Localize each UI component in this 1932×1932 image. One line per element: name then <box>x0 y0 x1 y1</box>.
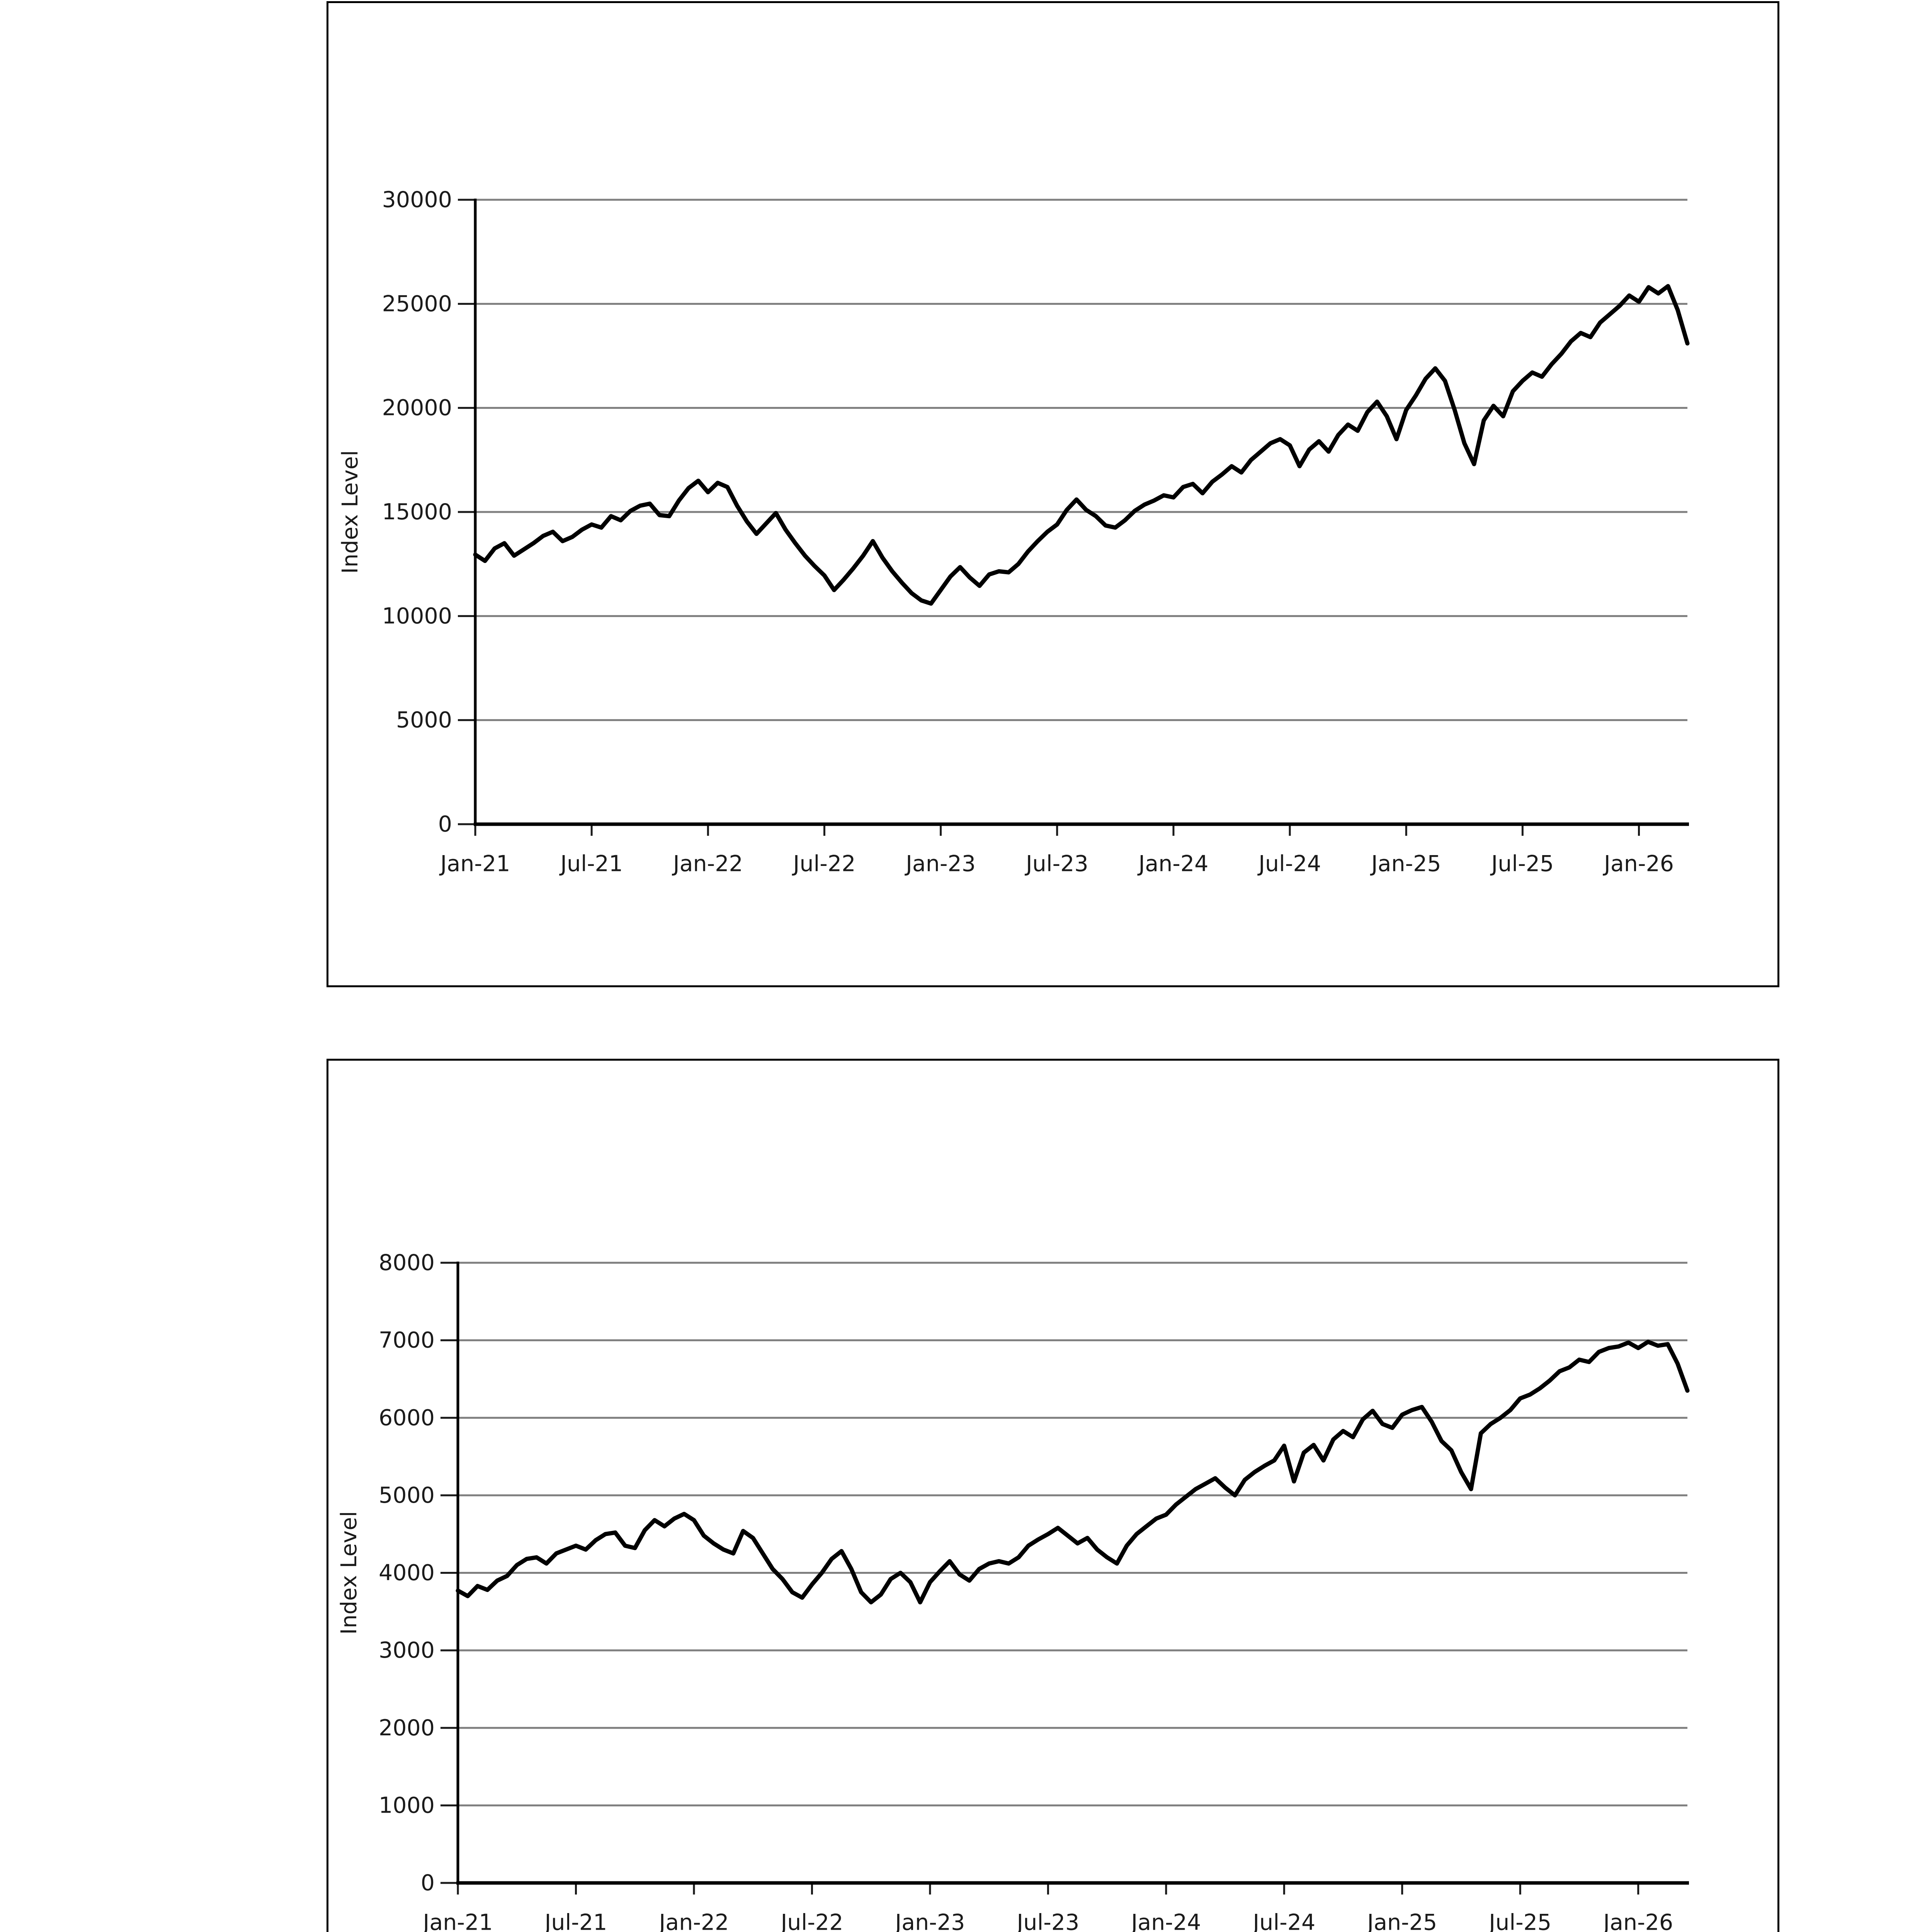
top-chart-panel: 0 5000 10000 15000 20000 25000 30000 Jan-21 Jul-… <box>327 1 1779 987</box>
y-tick-label: 6000 <box>379 1405 435 1430</box>
y-axis-title: Index Level <box>338 450 363 574</box>
index-series-line <box>456 1340 1690 1605</box>
y-axis-title: Index Level <box>337 1511 362 1635</box>
x-tick-label: Jul-23 <box>1015 1910 1079 1932</box>
x-tick-label: Jan-26 <box>1603 851 1674 877</box>
y-tick-label: 2000 <box>379 1715 435 1741</box>
x-tick-label: Jan-21 <box>422 1910 493 1932</box>
x-tick-label: Jan-21 <box>439 851 510 877</box>
x-tick-label: Jul-23 <box>1025 851 1088 877</box>
y-tick-label: 20000 <box>382 395 452 421</box>
y-tick-label: 30000 <box>382 187 452 213</box>
y-tick-label: 5000 <box>379 1483 435 1508</box>
y-tick-label: 8000 <box>379 1250 435 1276</box>
x-tick-label: Jul-21 <box>544 1910 607 1932</box>
x-tick-label: Jul-21 <box>559 851 623 877</box>
x-tick-label: Jan-22 <box>658 1910 729 1932</box>
y-tick-label: 4000 <box>379 1560 435 1586</box>
index-level-chart-top: 0 5000 10000 15000 20000 25000 30000 Jan-21 Jul-… <box>338 187 1690 877</box>
y-tick-label: 1000 <box>379 1793 435 1818</box>
x-tick-label: Jan-22 <box>672 851 743 877</box>
index-level-chart-bottom: 0 1000 2000 3000 4000 5000 6000 7000 8000 Jan-21 J… <box>337 1250 1690 1932</box>
index-series-line <box>473 284 1690 606</box>
y-tick-label: 25000 <box>382 291 452 316</box>
y-tick-label: 10000 <box>382 603 452 629</box>
x-tick-label: Jul-22 <box>779 1910 843 1932</box>
x-tick-label: Jul-24 <box>1257 851 1321 877</box>
x-tick-label: Jan-24 <box>1130 1910 1201 1932</box>
y-tick-label: 3000 <box>379 1638 435 1663</box>
y-tick-label: 5000 <box>396 707 452 733</box>
x-tick-label: Jul-24 <box>1252 1910 1315 1932</box>
x-tick-label: Jan-25 <box>1366 1910 1437 1932</box>
x-tick-label: Jan-23 <box>894 1910 965 1932</box>
x-tick-label: Jan-26 <box>1602 1910 1673 1932</box>
x-tick-label: Jan-23 <box>905 851 976 877</box>
x-tick-label: Jul-25 <box>1490 851 1554 877</box>
x-tick-label: Jan-24 <box>1137 851 1208 877</box>
x-tick-label: Jan-25 <box>1370 851 1441 877</box>
x-tick-label: Jul-25 <box>1488 1910 1551 1932</box>
bottom-chart-panel: 0 1000 2000 3000 4000 5000 6000 7000 8000 Jan-21 J… <box>327 1059 1779 1932</box>
x-tick-label: Jul-22 <box>792 851 856 877</box>
y-tick-label: 0 <box>438 811 452 837</box>
y-tick-label: 7000 <box>379 1328 435 1353</box>
y-tick-label: 0 <box>421 1870 435 1896</box>
y-tick-label: 15000 <box>382 499 452 525</box>
